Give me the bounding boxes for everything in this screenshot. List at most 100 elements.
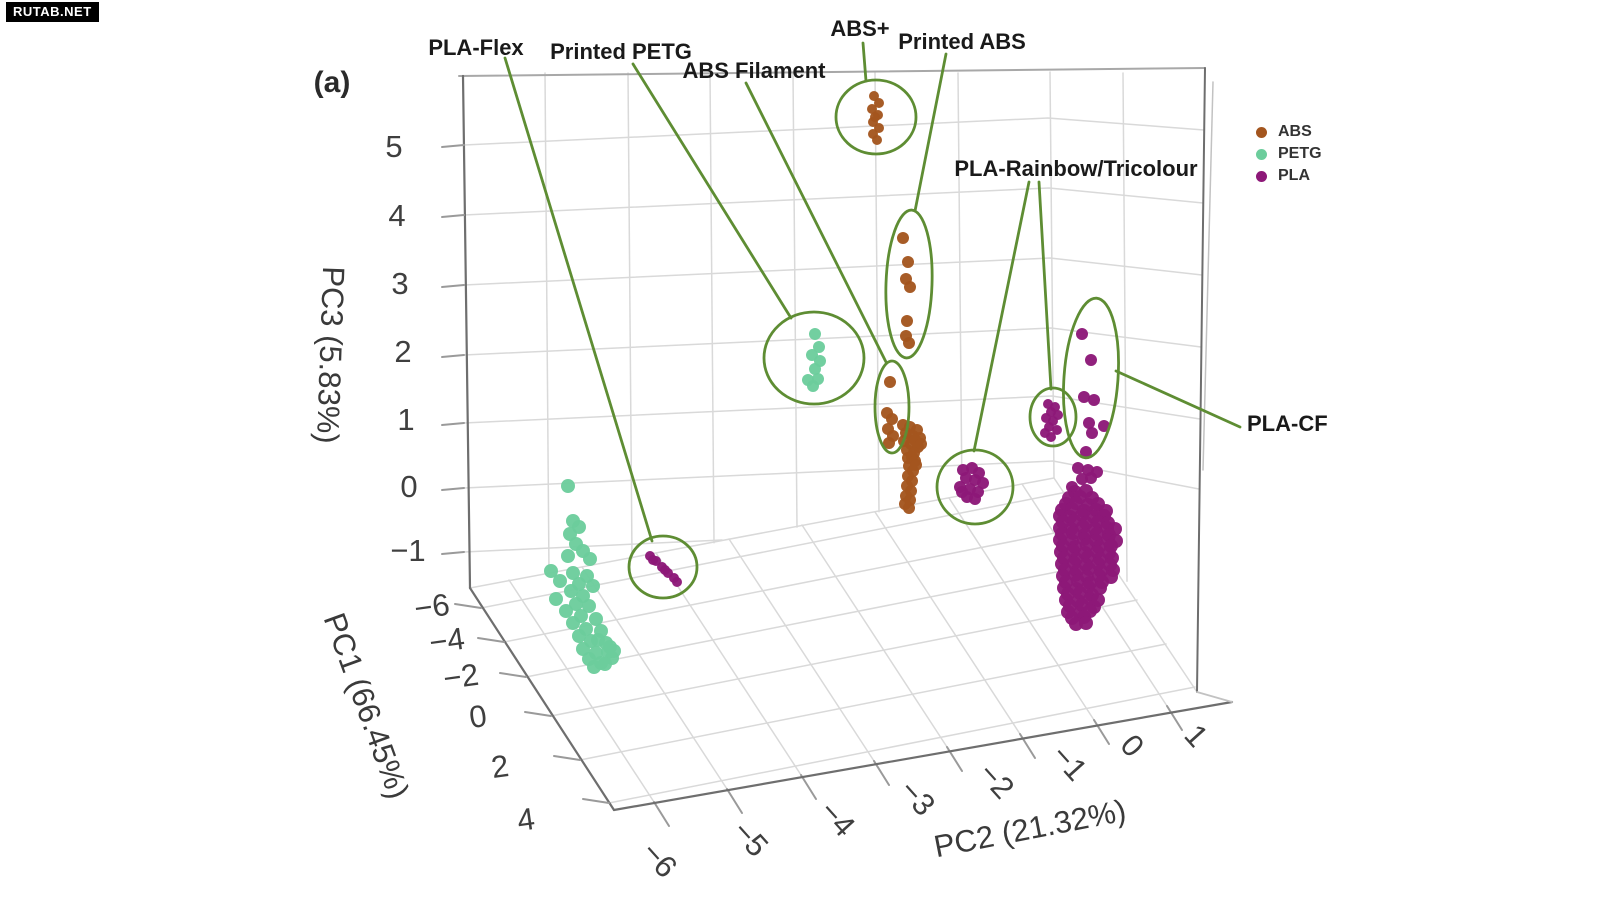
z-axis-tickmark xyxy=(441,214,465,218)
data-point-pla xyxy=(660,565,670,575)
data-point-petg xyxy=(559,604,573,618)
z-axis-tickmark xyxy=(441,144,465,148)
z-axis-tick-label: 0 xyxy=(400,469,418,504)
cluster-printed-petg xyxy=(802,328,826,392)
wall-vertical-gridline xyxy=(957,72,963,497)
x-axis-tickmark xyxy=(582,798,610,804)
data-point-pla xyxy=(1088,394,1100,406)
data-point-abs xyxy=(903,337,915,349)
annotation-label-printed-petg: Printed PETG xyxy=(550,39,692,64)
watermark-badge: RUTAB.NET xyxy=(6,2,99,22)
wall-vertical-gridline xyxy=(627,72,633,559)
data-point-petg xyxy=(582,599,596,613)
cluster-pla-cf xyxy=(1076,328,1110,458)
data-point-petg xyxy=(566,566,580,580)
data-point-pla xyxy=(1076,473,1088,485)
x-axis-spine xyxy=(468,586,616,812)
legend-item-label: PLA xyxy=(1278,167,1310,184)
z-axis-label: PC3 (5.83%) xyxy=(309,265,352,445)
data-point-pla xyxy=(969,493,981,505)
data-point-petg xyxy=(549,592,563,606)
data-point-abs xyxy=(869,91,879,101)
data-point-abs xyxy=(884,376,896,388)
data-point-petg xyxy=(572,629,586,643)
legend-item-petg: PETG xyxy=(1256,143,1322,165)
legend-item-pla: PLA xyxy=(1256,165,1322,187)
annotation-leader-line xyxy=(503,56,654,543)
z-axis-tickmark xyxy=(441,422,465,426)
data-point-petg xyxy=(809,363,821,375)
wall-vertical-gridline xyxy=(709,72,715,544)
wall-horizontal-gridline xyxy=(463,187,1204,216)
annotation-leader-line xyxy=(1114,369,1242,429)
annotation-leader-line xyxy=(972,180,1031,453)
legend-item-abs: ABS xyxy=(1256,121,1322,143)
legend-item-label: ABS xyxy=(1278,123,1312,140)
data-point-abs xyxy=(872,135,882,145)
annotation-label-abs-filament: ABS Filament xyxy=(682,58,826,83)
z-axis-tickmark xyxy=(441,354,465,358)
data-point-abs xyxy=(915,438,927,450)
floor-gridline-pc1 xyxy=(508,579,655,803)
annotation-ellipse xyxy=(627,534,699,600)
data-point-pla xyxy=(1085,354,1097,366)
z-axis-tickmark xyxy=(441,551,465,555)
x-axis-tick-label: −2 xyxy=(440,656,481,697)
y-axis-tickmark xyxy=(1166,705,1183,731)
data-point-petg xyxy=(591,633,605,647)
wall-vertical-gridline xyxy=(792,72,798,528)
data-point-pla xyxy=(672,577,682,587)
data-point-petg xyxy=(587,660,601,674)
z-axis-tick-label: 4 xyxy=(388,198,406,233)
panel-label: (a) xyxy=(313,66,351,99)
floor-gridline-pc2 xyxy=(550,599,1138,717)
x-axis-tickmark xyxy=(477,637,505,643)
annotation-leader-line xyxy=(913,52,948,213)
cluster-petg-main xyxy=(544,479,621,674)
legend-marker-icon xyxy=(1256,170,1267,182)
data-point-pla xyxy=(977,477,989,489)
wall-horizontal-gridline xyxy=(463,539,723,553)
floor-right-edge xyxy=(1196,691,1233,703)
y-axis-tickmark xyxy=(1093,719,1110,745)
annotation-ellipse xyxy=(1028,386,1078,448)
floor-gridline-pc2 xyxy=(579,643,1167,761)
wall-vertical-gridline xyxy=(544,72,550,575)
cluster-pla-main xyxy=(1053,484,1123,631)
data-point-petg xyxy=(566,616,580,630)
annotation-label-pla-cf: PLA-CF xyxy=(1247,411,1328,436)
data-point-pla xyxy=(956,486,968,498)
cluster-printed-abs xyxy=(897,232,916,349)
annotation-label-abs-: ABS+ xyxy=(830,16,890,41)
annotation-leader-line xyxy=(861,41,868,83)
data-point-pla xyxy=(1080,446,1092,458)
data-point-pla xyxy=(1086,427,1098,439)
data-point-abs xyxy=(901,315,913,327)
annotation-label-pla-rainbow-tricolour: PLA-Rainbow/Tricolour xyxy=(954,156,1198,181)
wall-horizontal-gridline xyxy=(463,117,1205,146)
z-axis-tick-label: 5 xyxy=(385,129,403,164)
x-axis-tickmark xyxy=(499,672,527,678)
data-point-pla xyxy=(1078,391,1090,403)
cluster-pla-flex xyxy=(645,551,682,587)
annotation-ellipse xyxy=(762,310,866,406)
data-point-abs xyxy=(903,502,915,514)
data-point-pla xyxy=(1052,425,1062,435)
y-axis-tickmark xyxy=(653,801,670,827)
data-point-pla xyxy=(1083,417,1095,429)
data-point-petg xyxy=(813,341,825,353)
data-point-petg xyxy=(553,574,567,588)
legend: ABS PETG PLA xyxy=(1256,121,1322,187)
data-point-petg xyxy=(607,644,621,658)
z-axis-tick-label: 3 xyxy=(391,266,409,301)
wall-horizontal-gridline xyxy=(463,327,1202,356)
data-point-petg xyxy=(561,479,575,493)
floor-gridline-pc1 xyxy=(948,497,1095,721)
box-top-edge xyxy=(458,67,1206,77)
y-axis-spine xyxy=(612,700,1234,812)
z-axis-tick-label: 1 xyxy=(397,402,415,437)
annotation-shapes xyxy=(503,41,1242,600)
y-axis-tickmark xyxy=(800,774,817,800)
data-point-pla xyxy=(1072,462,1084,474)
wall-horizontal-gridline xyxy=(463,395,1201,424)
